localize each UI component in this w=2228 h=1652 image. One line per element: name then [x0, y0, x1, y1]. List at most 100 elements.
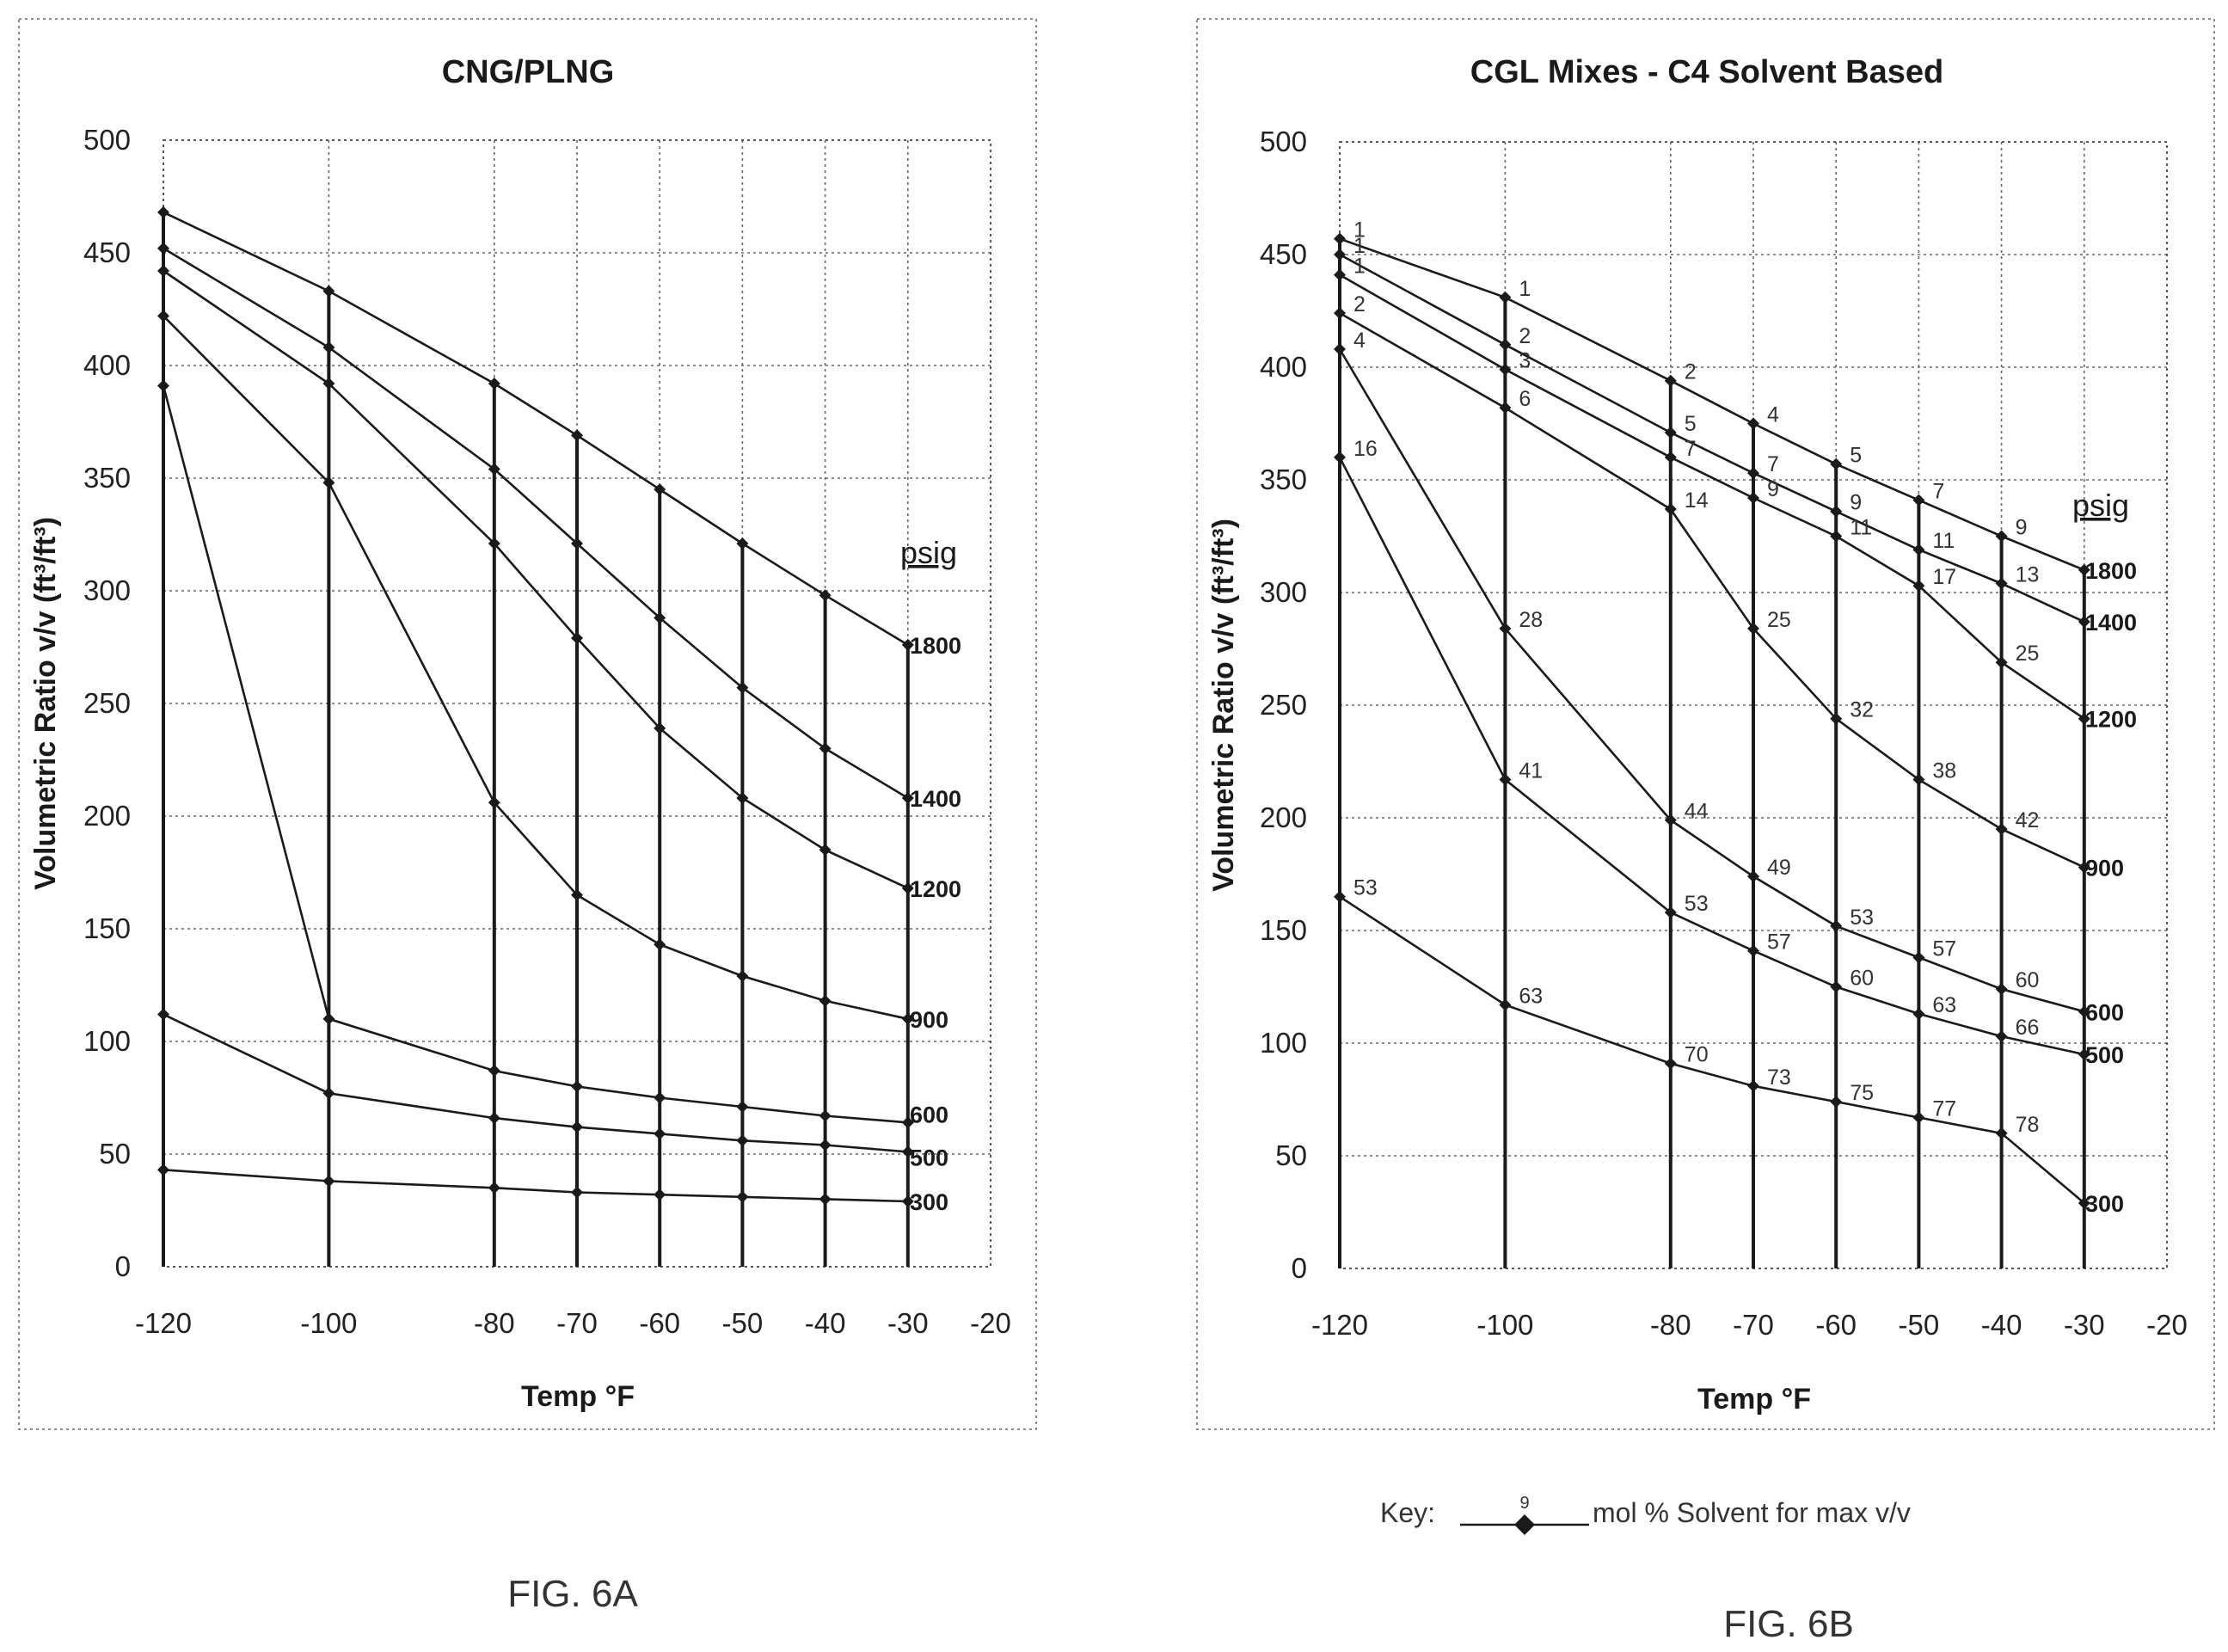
point-label: 6 — [1519, 387, 1531, 411]
point-label: 60 — [1850, 967, 1874, 991]
key-description: mol % Solvent for max v/v — [1593, 1497, 1911, 1528]
data-point-marker — [1912, 951, 1925, 964]
x-axis-label: Temp °F — [1697, 1383, 1811, 1416]
point-label: 66 — [2016, 1016, 2040, 1040]
data-point-marker — [736, 1134, 749, 1147]
data-point-marker — [2078, 712, 2090, 725]
point-label: 9 — [1767, 477, 1779, 501]
y-tick-label: 450 — [83, 236, 131, 268]
x-tick-labels: -120 -100 -80 -70 -60 -50 -40 -30 -20 — [135, 1307, 1011, 1339]
point-label: 11 — [1850, 516, 1872, 540]
point-label: 7 — [1685, 437, 1697, 461]
data-point-marker — [488, 796, 500, 809]
data-point-marker — [157, 264, 169, 277]
series-line-1200-psig — [163, 269, 909, 889]
point-label: 38 — [1932, 758, 1956, 783]
y-axis-label: Volumetric Ratio v/v (ft³/ft³) — [29, 517, 62, 890]
x-tick-label: -30 — [887, 1307, 929, 1339]
point-label: 2 — [1519, 324, 1531, 348]
data-point-marker — [488, 1182, 500, 1194]
y-tick-label: 150 — [1260, 914, 1307, 946]
point-label: 53 — [1353, 876, 1378, 900]
legend-title-psig: psig — [900, 535, 957, 570]
data-point-marker — [1499, 622, 1512, 635]
data-point-marker — [1499, 773, 1512, 786]
data-point-marker — [736, 1190, 749, 1203]
point-label: 7 — [1767, 452, 1779, 476]
y-tick-label: 0 — [1292, 1252, 1307, 1284]
y-tick-label: 500 — [83, 124, 131, 156]
series-end-label: 900 — [910, 1007, 948, 1033]
point-label: 16 — [1353, 437, 1378, 461]
x-tick-label: -70 — [556, 1307, 598, 1339]
data-point-marker — [901, 1145, 914, 1158]
data-point-marker — [819, 742, 832, 755]
y-tick-label: 350 — [83, 462, 131, 494]
data-point-marker — [1747, 622, 1759, 635]
x-tick-label: -30 — [2064, 1309, 2105, 1341]
data-point-marker — [736, 1100, 749, 1113]
data-point-marker — [1664, 906, 1677, 919]
data-point-marker — [1334, 307, 1346, 320]
data-point-marker — [901, 1195, 914, 1208]
data-point-marker — [488, 463, 500, 476]
y-tick-label: 300 — [83, 574, 131, 606]
chart-title: CGL Mixes - C4 Solvent Based — [1470, 54, 1943, 90]
data-point-marker — [1912, 773, 1925, 786]
data-point-marker — [1995, 1030, 2008, 1043]
data-point-marker — [1664, 374, 1677, 387]
point-label: 9 — [1850, 491, 1862, 515]
key-sample-marker — [1514, 1514, 1535, 1535]
y-tick-labels: 0 50 100 150 200 250 300 350 400 450 500 — [1260, 126, 1307, 1284]
y-tick-label: 250 — [83, 687, 131, 719]
key-legend: Key: 9 mol % Solvent for max v/v — [1380, 1494, 1911, 1535]
point-label: 32 — [1850, 698, 1874, 722]
x-tick-label: -80 — [1650, 1309, 1691, 1341]
series-line-500-psig — [1338, 457, 2085, 1056]
data-point-marker — [322, 476, 335, 489]
point-label: 53 — [1850, 906, 1874, 930]
data-point-marker — [571, 1080, 583, 1093]
data-point-marker — [2078, 616, 2090, 629]
data-point-marker — [1830, 458, 1843, 470]
data-point-marker — [1499, 291, 1512, 304]
data-point-marker — [1334, 890, 1346, 903]
point-label: 60 — [2016, 968, 2040, 992]
x-tick-labels: -120 -100 -80 -70 -60 -50 -40 -30 -20 — [1311, 1309, 2188, 1341]
data-point-marker — [1830, 530, 1843, 543]
point-label: 25 — [2016, 642, 2040, 666]
data-point-marker — [1747, 467, 1759, 480]
point-label: 2 — [1353, 292, 1366, 316]
x-tick-label: -50 — [1899, 1309, 1940, 1341]
point-label: 78 — [2016, 1113, 2040, 1137]
legend-title-psig: psig — [2072, 488, 2129, 523]
series-line-600-psig — [1338, 348, 2085, 1013]
data-point-marker — [736, 681, 749, 694]
data-point-marker — [819, 1193, 832, 1206]
data-point-marker — [1995, 983, 2008, 996]
point-label: 4 — [1767, 403, 1779, 427]
series-line-300-psig — [1339, 895, 2085, 1204]
point-label: 4 — [1353, 329, 1366, 353]
point-label: 9 — [2016, 516, 2028, 540]
data-point-marker — [1747, 944, 1759, 957]
data-point-marker — [654, 722, 666, 734]
y-tick-label: 100 — [1260, 1027, 1307, 1059]
point-label: 1 — [1353, 234, 1366, 258]
point-label: 17 — [1932, 565, 1956, 589]
series-group — [157, 206, 914, 1208]
data-point-marker — [571, 429, 583, 442]
data-point-marker — [819, 1109, 832, 1122]
x-tick-label: -60 — [1815, 1309, 1857, 1341]
y-tick-label: 100 — [83, 1025, 131, 1057]
point-label: 14 — [1685, 488, 1709, 513]
series-group — [1334, 232, 2090, 1210]
data-point-marker — [1664, 451, 1677, 464]
data-point-marker — [2078, 563, 2090, 576]
data-point-marker — [571, 1186, 583, 1199]
key-label: Key: — [1380, 1497, 1435, 1528]
data-point-marker — [1912, 580, 1925, 593]
data-point-marker — [654, 611, 666, 624]
